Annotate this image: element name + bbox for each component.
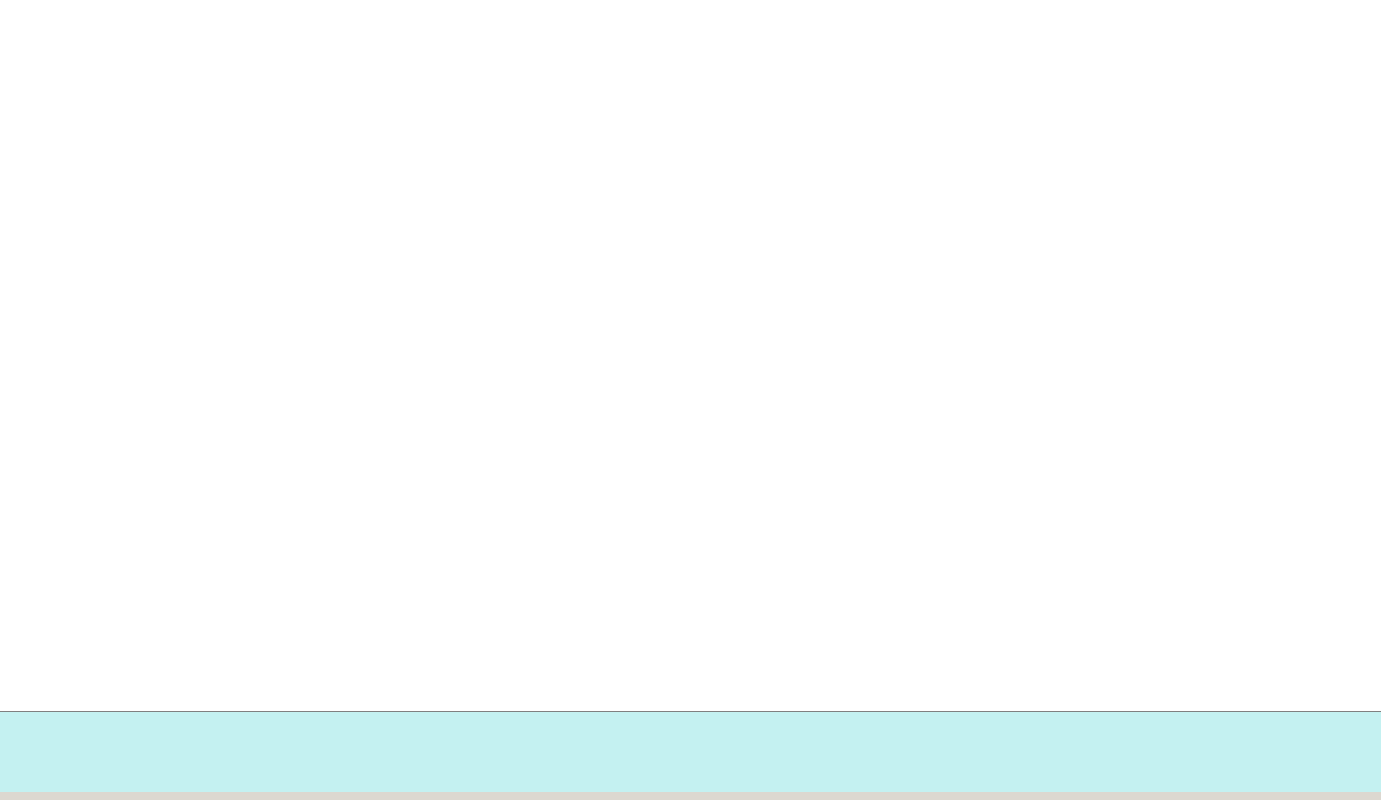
bottom-strip [0,792,1381,800]
stats-panel [0,711,1381,793]
